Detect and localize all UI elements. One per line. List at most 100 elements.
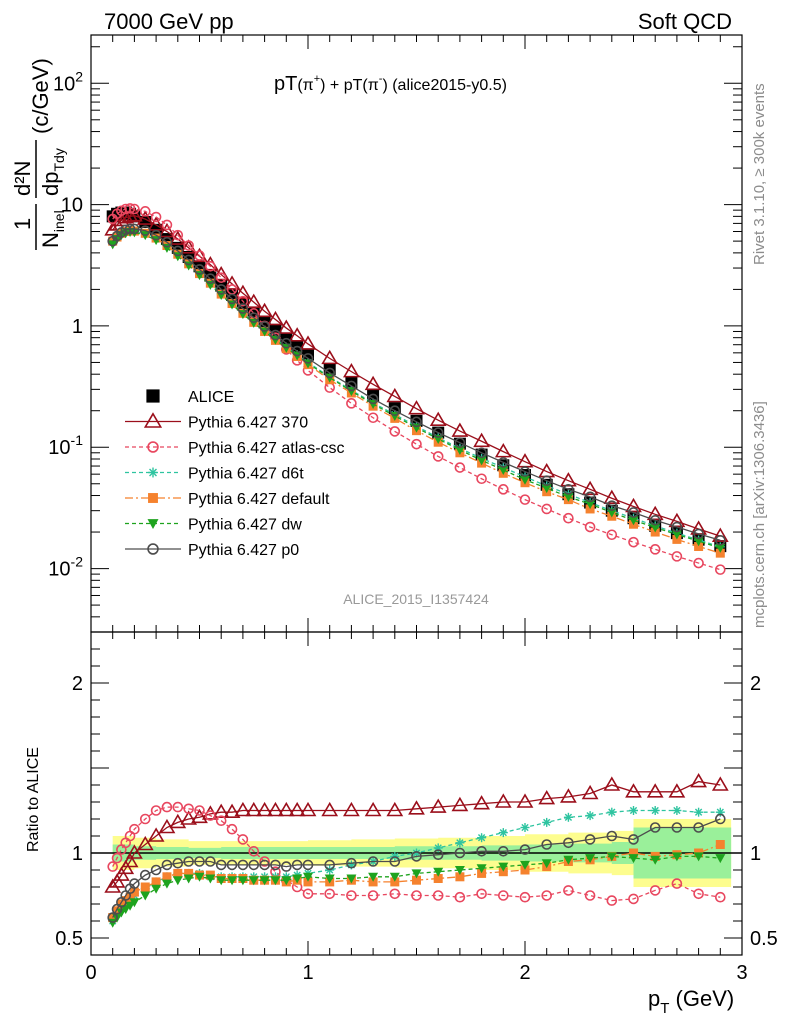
data-point [129,223,140,235]
data-point [408,400,425,415]
y-tick-label: 10-2 [48,554,83,581]
ratio-point [256,801,273,817]
ratio-point [432,890,444,901]
ratio-point [693,822,704,833]
data-point [628,536,639,548]
ratio-point [248,845,260,857]
ratio-point [711,776,729,791]
legend-marker [147,543,159,555]
data-point [519,466,531,477]
data-point [386,387,404,403]
ratio-point [433,874,443,883]
data-point [212,265,230,281]
ratio-point [161,879,172,889]
data-point [267,310,284,326]
ratio-point [563,855,574,865]
ratio-point [715,854,726,864]
ratio-point [498,867,508,877]
x-axis-label: pT (GeV) [648,986,734,1017]
ratio-point [364,801,382,817]
data-point [389,405,401,417]
ratio-point [386,801,404,817]
data-point [124,203,136,214]
data-point [302,353,314,364]
ratio-point [215,859,227,871]
data-point [693,528,704,540]
data-point [124,223,136,235]
data-point [563,512,574,524]
data-point [324,367,336,379]
ratio-point [646,783,664,798]
ratio-line [112,806,721,902]
data-point [476,447,487,459]
legend-item-dw: Pythia 6.427 dw [125,517,302,534]
ratio-point [223,803,241,819]
data-point [451,422,469,437]
y-tick-label-left: 0.5 [55,928,83,950]
data-point [367,412,379,424]
y-tick-label: 10-1 [48,432,83,459]
legend-item-p0: Pythia 6.427 p0 [125,542,299,559]
ratio-point [650,806,660,815]
ratio-point [184,868,194,878]
ratio-point [324,859,336,871]
data-point [150,229,162,241]
ratio-point [173,868,183,878]
ratio-point [227,876,238,886]
data-point [625,497,642,513]
data-point [259,321,270,332]
data-point [180,239,198,254]
ratio-point [140,882,150,892]
data-point [646,505,664,521]
data-point [606,529,618,541]
legend-marker [143,412,163,428]
data-point [411,438,422,450]
legend-label: Pythia 6.427 p0 [188,542,299,559]
ratio-point [321,801,339,817]
data-point [346,380,357,392]
y-tick-label-right: 0.5 [750,928,778,950]
ratio-point [649,885,661,896]
ratio-point [129,823,140,835]
ratio-point [455,872,465,882]
ratio-point [194,805,205,816]
data-point [172,229,184,241]
header-left: 7000 GeV pp [104,9,234,34]
ratio-point [390,877,400,887]
ratio-point [136,835,154,851]
ratio-point [129,878,140,889]
ratio-point [649,822,661,833]
ratio-point [628,854,639,864]
ratio-point [628,834,639,845]
ratio-point [473,795,490,810]
ratio-point [581,784,599,800]
legend-item-alice: ALICE [146,389,234,406]
ratio-point [541,890,553,901]
ratio-point [477,868,487,878]
y-tick-label: 102 [53,68,83,95]
ratio-point [563,837,574,849]
ratio-point [234,801,252,817]
ratio-point [147,827,165,842]
data-point [519,494,531,505]
data-point [345,376,358,389]
ratio-point [606,830,618,842]
ratio-point [162,872,172,882]
data-point [715,548,725,558]
ratio-point [191,808,208,824]
ratio-point [476,845,487,857]
ratio-point [172,857,184,869]
ratio-point [585,811,595,821]
ratio-point [107,861,118,872]
ratio-point [498,828,508,838]
side-label-rivet: Rivet 3.1.10, ≥ 300k events [751,83,768,265]
ratio-point [519,891,531,903]
x-tick-label: 3 [736,962,747,984]
svg-text:1: 1 [10,218,35,230]
ratio-point [454,891,466,903]
ratio-point [126,844,143,859]
data-point [226,293,238,305]
y-axis-label-bottom: Ratio to ALICE [25,747,42,852]
data-point [473,432,490,448]
